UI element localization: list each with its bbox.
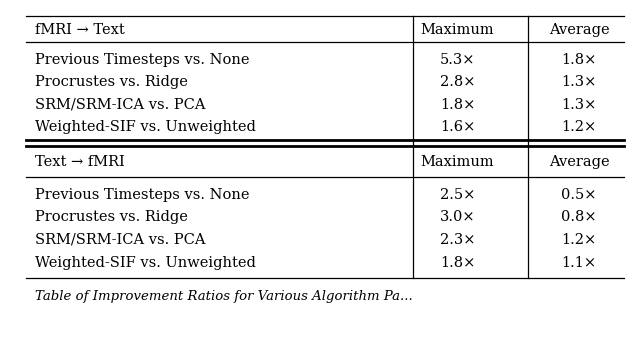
Text: Average: Average xyxy=(549,23,609,37)
Text: 2.8×: 2.8× xyxy=(440,75,476,89)
Text: 1.3×: 1.3× xyxy=(561,98,597,112)
Text: 1.8×: 1.8× xyxy=(440,256,476,270)
Text: 1.3×: 1.3× xyxy=(561,75,597,89)
Text: Previous Timesteps vs. None: Previous Timesteps vs. None xyxy=(35,188,250,202)
Text: SRM/SRM-ICA vs. PCA: SRM/SRM-ICA vs. PCA xyxy=(35,98,205,112)
Text: Procrustes vs. Ridge: Procrustes vs. Ridge xyxy=(35,210,188,224)
Text: Procrustes vs. Ridge: Procrustes vs. Ridge xyxy=(35,75,188,89)
Text: 2.3×: 2.3× xyxy=(440,233,476,247)
Text: 0.8×: 0.8× xyxy=(561,210,597,224)
Text: Table of Improvement Ratios for Various Algorithm Pa...: Table of Improvement Ratios for Various … xyxy=(35,290,413,303)
Text: 1.8×: 1.8× xyxy=(440,98,476,112)
Text: 1.6×: 1.6× xyxy=(440,120,476,134)
Text: Previous Timesteps vs. None: Previous Timesteps vs. None xyxy=(35,52,250,66)
Text: 5.3×: 5.3× xyxy=(440,52,476,66)
Text: Text → fMRI: Text → fMRI xyxy=(35,155,125,169)
Text: 1.8×: 1.8× xyxy=(561,52,597,66)
Text: 2.5×: 2.5× xyxy=(440,188,476,202)
Text: Maximum: Maximum xyxy=(420,155,495,169)
Text: Weighted-SIF vs. Unweighted: Weighted-SIF vs. Unweighted xyxy=(35,256,256,270)
Text: 1.2×: 1.2× xyxy=(561,233,597,247)
Text: fMRI → Text: fMRI → Text xyxy=(35,23,125,37)
Text: 1.2×: 1.2× xyxy=(561,120,597,134)
Text: 0.5×: 0.5× xyxy=(561,188,597,202)
Text: Average: Average xyxy=(549,155,609,169)
Text: 3.0×: 3.0× xyxy=(440,210,476,224)
Text: 1.1×: 1.1× xyxy=(562,256,596,270)
Text: SRM/SRM-ICA vs. PCA: SRM/SRM-ICA vs. PCA xyxy=(35,233,205,247)
Text: Maximum: Maximum xyxy=(420,23,495,37)
Text: Weighted-SIF vs. Unweighted: Weighted-SIF vs. Unweighted xyxy=(35,120,256,134)
